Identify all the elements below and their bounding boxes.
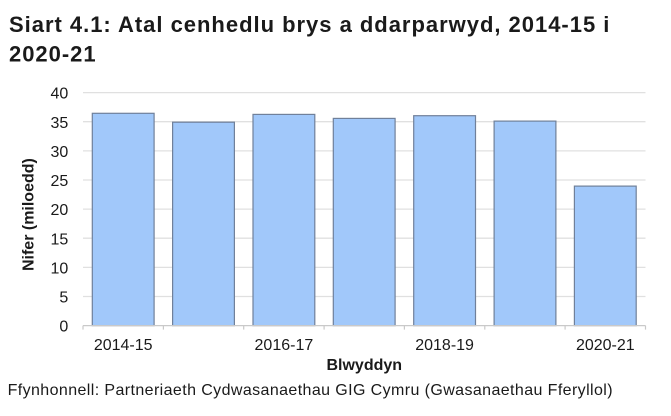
svg-text:2014-15: 2014-15 bbox=[94, 337, 153, 354]
svg-text:30: 30 bbox=[51, 144, 69, 161]
svg-text:Nifer (miloedd): Nifer (miloedd) bbox=[21, 158, 38, 271]
svg-text:35: 35 bbox=[51, 115, 69, 132]
svg-text:25: 25 bbox=[51, 173, 69, 190]
svg-text:Blwyddyn: Blwyddyn bbox=[326, 357, 402, 374]
svg-text:Ffynhonnell: Partneriaeth Cydw: Ffynhonnell: Partneriaeth Cydwasanaethau… bbox=[8, 382, 613, 399]
svg-text:2020-21: 2020-21 bbox=[9, 42, 97, 67]
svg-text:Siart 4.1: Atal cenhedlu brys: Siart 4.1: Atal cenhedlu brys a ddarparw… bbox=[9, 12, 610, 37]
svg-text:20: 20 bbox=[51, 202, 69, 219]
svg-text:15: 15 bbox=[51, 231, 69, 248]
svg-text:2016-17: 2016-17 bbox=[255, 337, 314, 354]
svg-text:40: 40 bbox=[51, 86, 69, 103]
svg-text:2018-19: 2018-19 bbox=[415, 337, 474, 354]
svg-text:2020-21: 2020-21 bbox=[576, 337, 635, 354]
svg-text:0: 0 bbox=[59, 319, 68, 336]
svg-text:5: 5 bbox=[59, 290, 68, 307]
svg-text:10: 10 bbox=[51, 261, 69, 278]
